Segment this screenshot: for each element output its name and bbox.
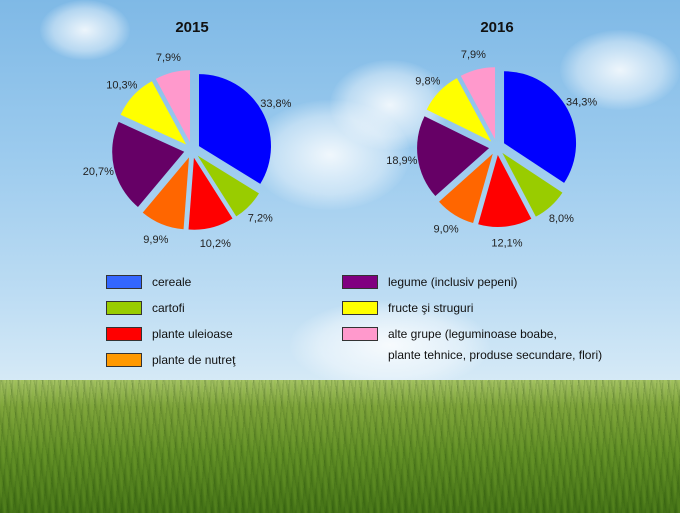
legend-swatch — [106, 301, 142, 315]
legend-item-legume: legume (inclusiv pepeni) — [342, 275, 517, 289]
grass-field — [0, 380, 680, 513]
slice-label: 9,8% — [415, 75, 440, 87]
pie-slice — [112, 121, 185, 207]
pie-slice — [120, 81, 187, 145]
pie-slice — [198, 74, 271, 184]
pie-slice — [504, 71, 577, 183]
slice-label: 12,1% — [491, 237, 522, 249]
chart-title: 2015 — [175, 19, 208, 36]
legend-label: legume (inclusiv pepeni) — [388, 275, 518, 289]
slice-label: 7,2% — [248, 212, 273, 224]
pie-chart-2015: 2015 33,8% 7,2% 10,2% 9,9% 20,7% 10,3% 7,9% — [83, 19, 292, 250]
legend-item-fructe: fructe şi struguri — [342, 301, 473, 315]
legend-label-continuation: plante tehnice, produse secundare, flori… — [388, 348, 603, 362]
legend-label: cereale — [152, 275, 192, 289]
slice-label: 9,0% — [434, 223, 459, 235]
legend-item-plante-de-nutret: plante de nutreţ — [106, 353, 235, 367]
pie-charts: 2015 33,8% 7,2% 10,2% 9,9% 20,7% 10,3% 7,9% 201… — [83, 19, 598, 250]
legend-label: plante uleioase — [152, 327, 233, 341]
cloud — [560, 30, 680, 110]
pie-slice — [417, 116, 490, 197]
slice-label: 7,9% — [156, 52, 181, 64]
pie-slice — [197, 155, 259, 217]
legend-item-cartofi: cartofi — [106, 301, 185, 315]
slice-label: 18,9% — [386, 155, 417, 167]
legend-label: plante de nutreţ — [152, 353, 236, 367]
chart-title: 2016 — [480, 19, 513, 36]
legend-swatch — [342, 275, 378, 289]
pie-slice — [439, 153, 493, 224]
pie-slice — [478, 154, 532, 227]
legend-item-cereale: cereale — [106, 275, 191, 289]
legend-label: alte grupe (leguminoase boabe, — [388, 327, 557, 341]
legend-swatch — [106, 327, 142, 341]
slice-label: 10,2% — [200, 238, 231, 250]
slice-label: 10,3% — [106, 80, 137, 92]
cloud — [40, 0, 130, 60]
slice-label: 9,9% — [143, 234, 168, 246]
slice-label: 8,0% — [549, 213, 574, 225]
pie-slice — [460, 67, 496, 140]
legend-item-plante-uleioase: plante uleioase — [106, 327, 233, 341]
pie-slice — [188, 157, 233, 230]
pie-slice — [142, 157, 189, 230]
legend-label: fructe şi struguri — [388, 301, 474, 315]
legend-item-alte-grupe: alte grupe (leguminoase boabe, — [342, 327, 557, 341]
pie-slice — [502, 152, 563, 217]
slice-label: 33,8% — [260, 98, 291, 110]
legend-swatch — [106, 353, 142, 367]
pie-chart-2016: 2016 34,3% 8,0% 12,1% 9,0% 18,9% 9,8% 7,9% — [386, 19, 597, 249]
slice-label: 20,7% — [83, 166, 114, 178]
legend-label: cartofi — [152, 301, 185, 315]
pie-slice — [426, 78, 492, 142]
legend-swatch — [106, 275, 142, 289]
slice-label: 7,9% — [461, 49, 486, 61]
pie-slice — [155, 70, 191, 143]
cloud — [290, 300, 490, 390]
legend-swatch — [342, 301, 378, 315]
legend-swatch — [342, 327, 378, 341]
slice-label: 34,3% — [566, 97, 597, 109]
